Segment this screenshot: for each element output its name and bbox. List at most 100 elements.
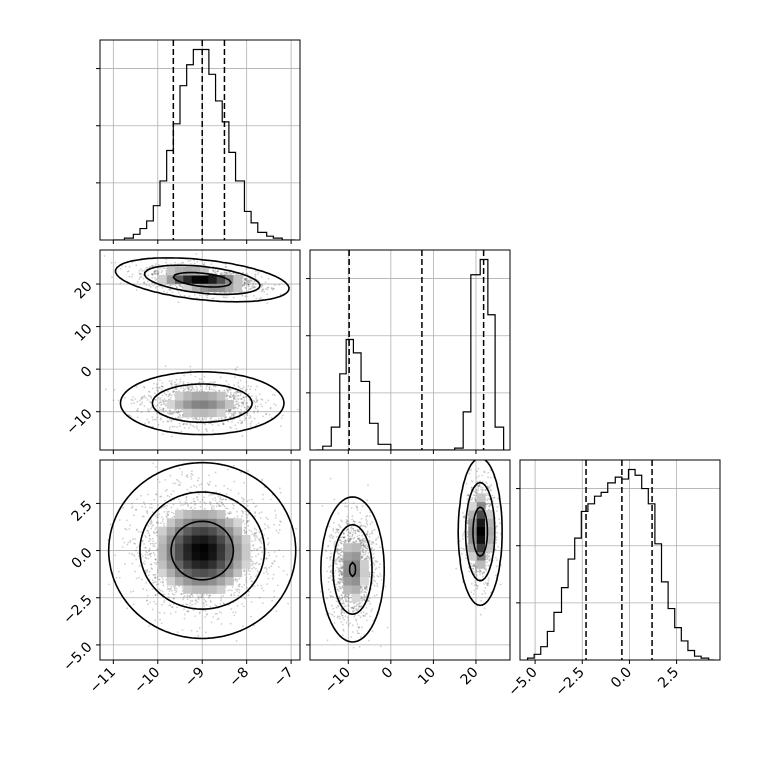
scatter-point (170, 413, 173, 415)
scatter-point (153, 270, 156, 273)
scatter-point (138, 530, 140, 533)
scatter-point (262, 589, 265, 592)
scatter-point (271, 599, 274, 602)
scatter-point (170, 419, 173, 421)
scatter-point (311, 388, 313, 390)
scatter-point (247, 405, 250, 408)
scatter-point (243, 284, 245, 286)
scatter-point (253, 563, 255, 565)
scatter-point (163, 403, 166, 405)
scatter-point (189, 369, 192, 372)
scatter-point (233, 393, 235, 396)
scatter-point (201, 499, 204, 501)
scatter-point (213, 419, 216, 421)
scatter-point (130, 402, 133, 405)
scatter-point (199, 505, 202, 508)
scatter-point (257, 271, 260, 273)
scatter-point (241, 401, 244, 404)
scatter-point (153, 532, 155, 534)
scatter-point (205, 600, 208, 603)
scatter-point (172, 490, 175, 492)
scatter-point (174, 482, 177, 485)
scatter-point (175, 384, 178, 387)
scatter-point (240, 405, 243, 408)
scatter-point (167, 596, 170, 599)
scatter-point (275, 555, 278, 558)
scatter-point (223, 505, 226, 508)
scatter-point (251, 540, 253, 542)
scatter-point (231, 413, 234, 416)
scatter-point (149, 401, 152, 404)
scatter-point (157, 423, 160, 426)
scatter-point (247, 569, 250, 572)
scatter-point (178, 383, 181, 385)
scatter-point (199, 501, 202, 503)
scatter-point (190, 472, 193, 475)
scatter-point (214, 381, 216, 383)
scatter-point (237, 404, 240, 406)
scatter-point (168, 604, 171, 607)
scatter-point (136, 280, 139, 283)
scatter-point (166, 411, 169, 414)
scatter-point (156, 549, 158, 552)
scatter-point (263, 572, 265, 575)
scatter-point (261, 587, 263, 590)
scatter-point (156, 270, 159, 272)
scatter-point (244, 278, 246, 280)
scatter-point (161, 507, 163, 509)
scatter-point (215, 491, 218, 493)
density-cell (183, 576, 193, 586)
scatter-point (169, 410, 171, 412)
scatter-point (257, 409, 259, 412)
scatter-point (243, 386, 245, 388)
y-tick-label: 20 (72, 278, 96, 302)
scatter-point (184, 501, 187, 503)
scatter-point (198, 596, 201, 598)
density-cell (200, 560, 209, 569)
scatter-point (209, 501, 211, 503)
histogram-step (526, 468, 715, 660)
scatter-point (148, 534, 151, 537)
scatter-point (242, 396, 245, 399)
scatter-point (246, 519, 249, 522)
scatter-point (225, 291, 228, 294)
scatter-point (253, 417, 256, 420)
scatter-point (190, 502, 193, 504)
scatter-point (263, 486, 266, 489)
scatter-point (209, 417, 212, 420)
scatter-point (194, 507, 197, 509)
scatter-point (265, 413, 267, 416)
scatter-point (170, 589, 173, 592)
scatter-point (234, 578, 237, 581)
scatter-point (146, 266, 149, 269)
scatter-point (205, 613, 208, 616)
scatter-point (151, 588, 154, 590)
scatter-point (171, 606, 174, 608)
scatter-point (251, 498, 253, 501)
scatter-point (249, 288, 252, 291)
scatter-point (153, 270, 156, 273)
scatter-point (171, 606, 174, 609)
scatter-point (254, 273, 256, 276)
scatter-point (195, 425, 198, 428)
scatter-point (139, 276, 142, 279)
scatter-point (250, 615, 252, 618)
scatter-point (191, 386, 194, 388)
scatter-point (159, 418, 162, 421)
scatter-point (243, 410, 246, 413)
scatter-point (252, 286, 255, 289)
scatter-point (241, 422, 244, 424)
scatter-point (236, 391, 239, 394)
scatter-point (141, 539, 144, 542)
scatter-point (202, 594, 205, 596)
scatter-point (250, 580, 253, 583)
scatter-point (162, 400, 165, 402)
scatter-point (128, 528, 131, 530)
scatter-point (236, 400, 238, 403)
scatter-point (230, 512, 233, 514)
scatter-point (194, 503, 197, 505)
scatter-point (248, 288, 250, 290)
scatter-point (157, 397, 160, 399)
scatter-point (134, 570, 136, 573)
scatter-point (174, 261, 176, 264)
